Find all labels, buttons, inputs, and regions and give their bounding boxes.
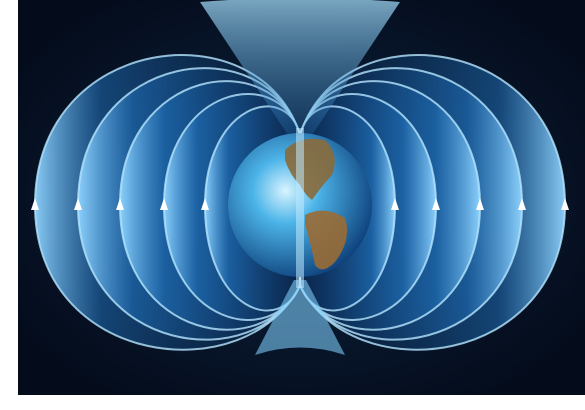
field-arrow — [391, 198, 399, 210]
field-arrow — [432, 198, 440, 210]
magnetic-axis — [296, 128, 304, 288]
field-arrow — [74, 198, 82, 210]
field-arrow — [116, 198, 124, 210]
field-arrow — [31, 198, 39, 210]
field-arrow — [518, 198, 526, 210]
field-arrow — [201, 198, 209, 210]
top-funnel — [200, 0, 400, 135]
field-arrow — [160, 198, 168, 210]
bottom-funnel — [255, 280, 345, 355]
field-arrow — [561, 198, 569, 210]
continent — [305, 210, 348, 270]
field-arrow — [476, 198, 484, 210]
